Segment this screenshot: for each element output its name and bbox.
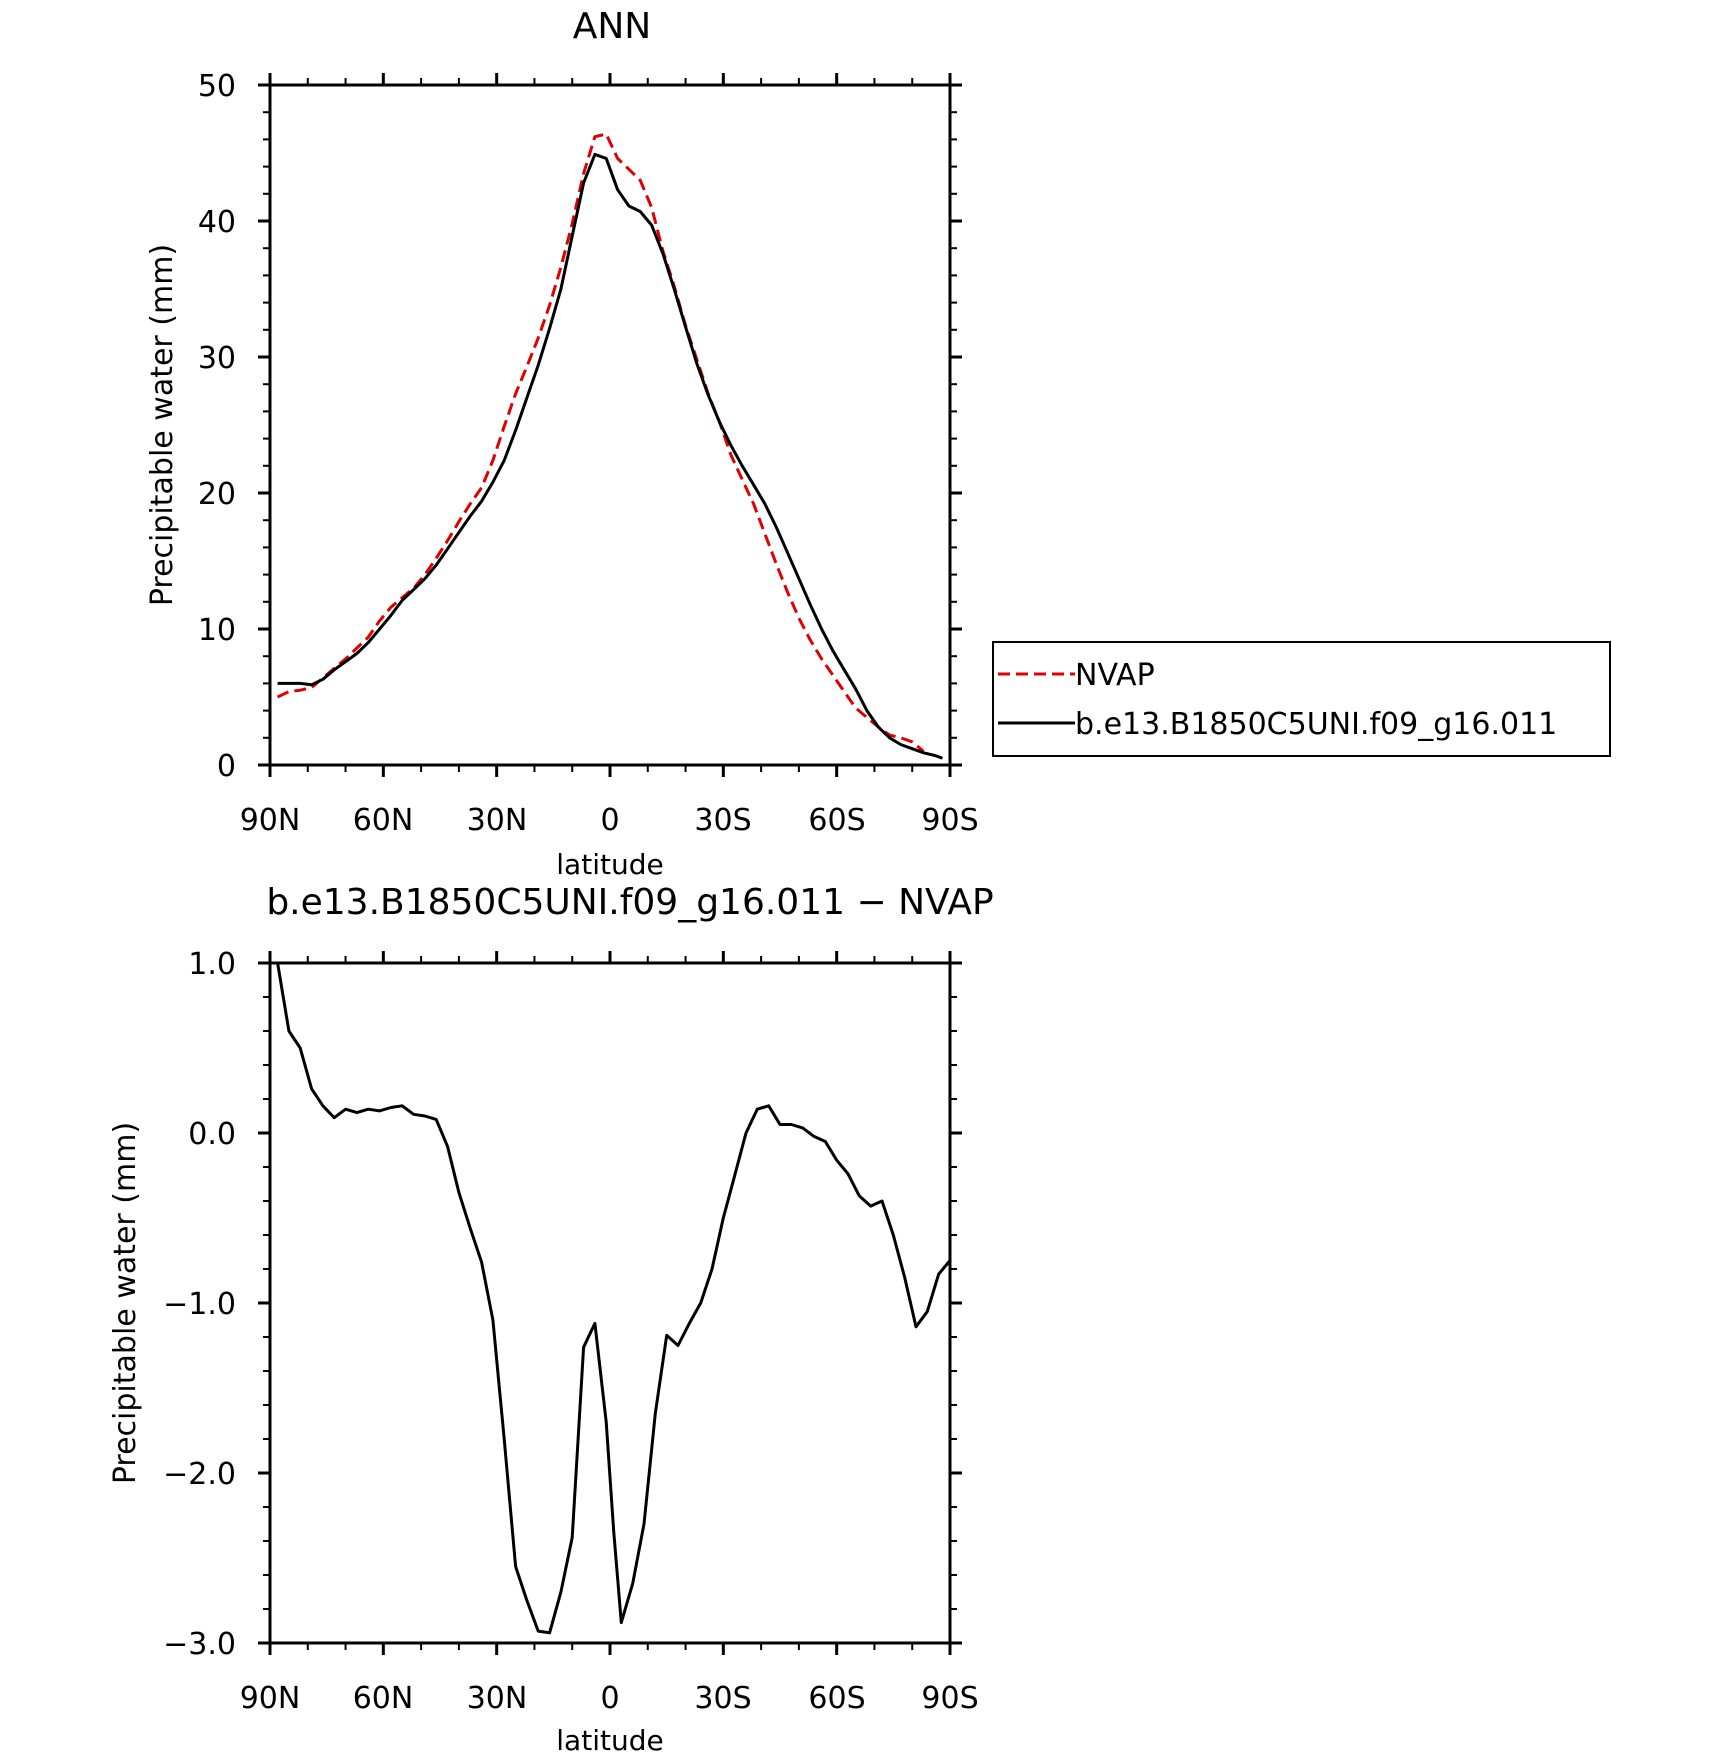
bottom-y-tick-label: −1.0	[163, 1287, 236, 1322]
top-x-tick-label: 30S	[694, 803, 751, 838]
bottom-y-tick-label: 0.0	[188, 1117, 236, 1152]
top-panel: ANN 90N 60N 30N 0 30S 60S 90S 0 10 20 30…	[145, 6, 1611, 881]
top-chart-title: ANN	[573, 6, 652, 47]
top-plot-frame	[268, 83, 952, 767]
top-y-tick-label: 40	[198, 205, 236, 240]
bottom-y-axis-label: Precipitable water (mm)	[108, 1122, 143, 1484]
top-series-line-1	[277, 152, 943, 760]
bottom-x-tick-label: 60S	[808, 1681, 865, 1716]
top-y-tick-labels: 0 10 20 30 40 50	[198, 69, 236, 784]
top-y-tick-label: 10	[198, 613, 236, 648]
bottom-series-line-0	[276, 962, 952, 1635]
top-y-tick-label: 30	[198, 341, 236, 376]
top-series-line-0	[276, 132, 925, 753]
top-x-tick-label: 90S	[921, 803, 978, 838]
top-x-tick-label: 60N	[353, 803, 414, 838]
bottom-axis-ticks	[258, 951, 962, 1655]
legend-label-nvap: NVAP	[1075, 658, 1155, 693]
top-axis-ticks	[258, 73, 962, 777]
bottom-x-tick-label: 30S	[694, 1681, 751, 1716]
top-y-axis-label: Precipitable water (mm)	[145, 244, 180, 606]
legend-box	[992, 641, 1611, 757]
legend: NVAP b.e13.B1850C5UNI.f09_g16.011	[992, 641, 1611, 757]
bottom-panel: b.e13.B1850C5UNI.f09_g16.011 − NVAP 90N …	[108, 882, 994, 1756]
bottom-y-tick-label: 1.0	[188, 947, 236, 982]
bottom-y-tick-label: −3.0	[163, 1627, 236, 1662]
top-x-tick-label: 0	[600, 803, 619, 838]
bottom-y-tick-label: −2.0	[163, 1457, 236, 1492]
top-x-tick-label: 30N	[467, 803, 528, 838]
bottom-series-lines	[276, 962, 952, 1635]
bottom-x-tick-labels: 90N 60N 30N 0 30S 60S 90S	[240, 1681, 979, 1716]
bottom-chart-title: b.e13.B1850C5UNI.f09_g16.011 − NVAP	[266, 882, 993, 923]
top-x-tick-label: 60S	[808, 803, 865, 838]
top-y-tick-label: 0	[217, 749, 236, 784]
top-x-tick-labels: 90N 60N 30N 0 30S 60S 90S	[240, 803, 979, 838]
bottom-x-tick-label: 60N	[353, 1681, 414, 1716]
bottom-x-axis-label: latitude	[556, 1724, 663, 1756]
bottom-x-tick-label: 90N	[240, 1681, 301, 1716]
top-y-tick-label: 20	[198, 477, 236, 512]
bottom-y-tick-labels: 1.0 0.0 −1.0 −2.0 −3.0	[163, 947, 236, 1662]
top-x-axis-label: latitude	[556, 848, 663, 881]
top-x-tick-label: 90N	[240, 803, 301, 838]
top-series-lines	[276, 132, 943, 760]
bottom-x-tick-label: 30N	[467, 1681, 528, 1716]
bottom-x-tick-label: 90S	[921, 1681, 978, 1716]
bottom-plot-frame	[268, 961, 952, 1645]
top-y-tick-label: 50	[198, 69, 236, 104]
bottom-x-tick-label: 0	[600, 1681, 619, 1716]
legend-label-model: b.e13.B1850C5UNI.f09_g16.011	[1075, 707, 1557, 742]
